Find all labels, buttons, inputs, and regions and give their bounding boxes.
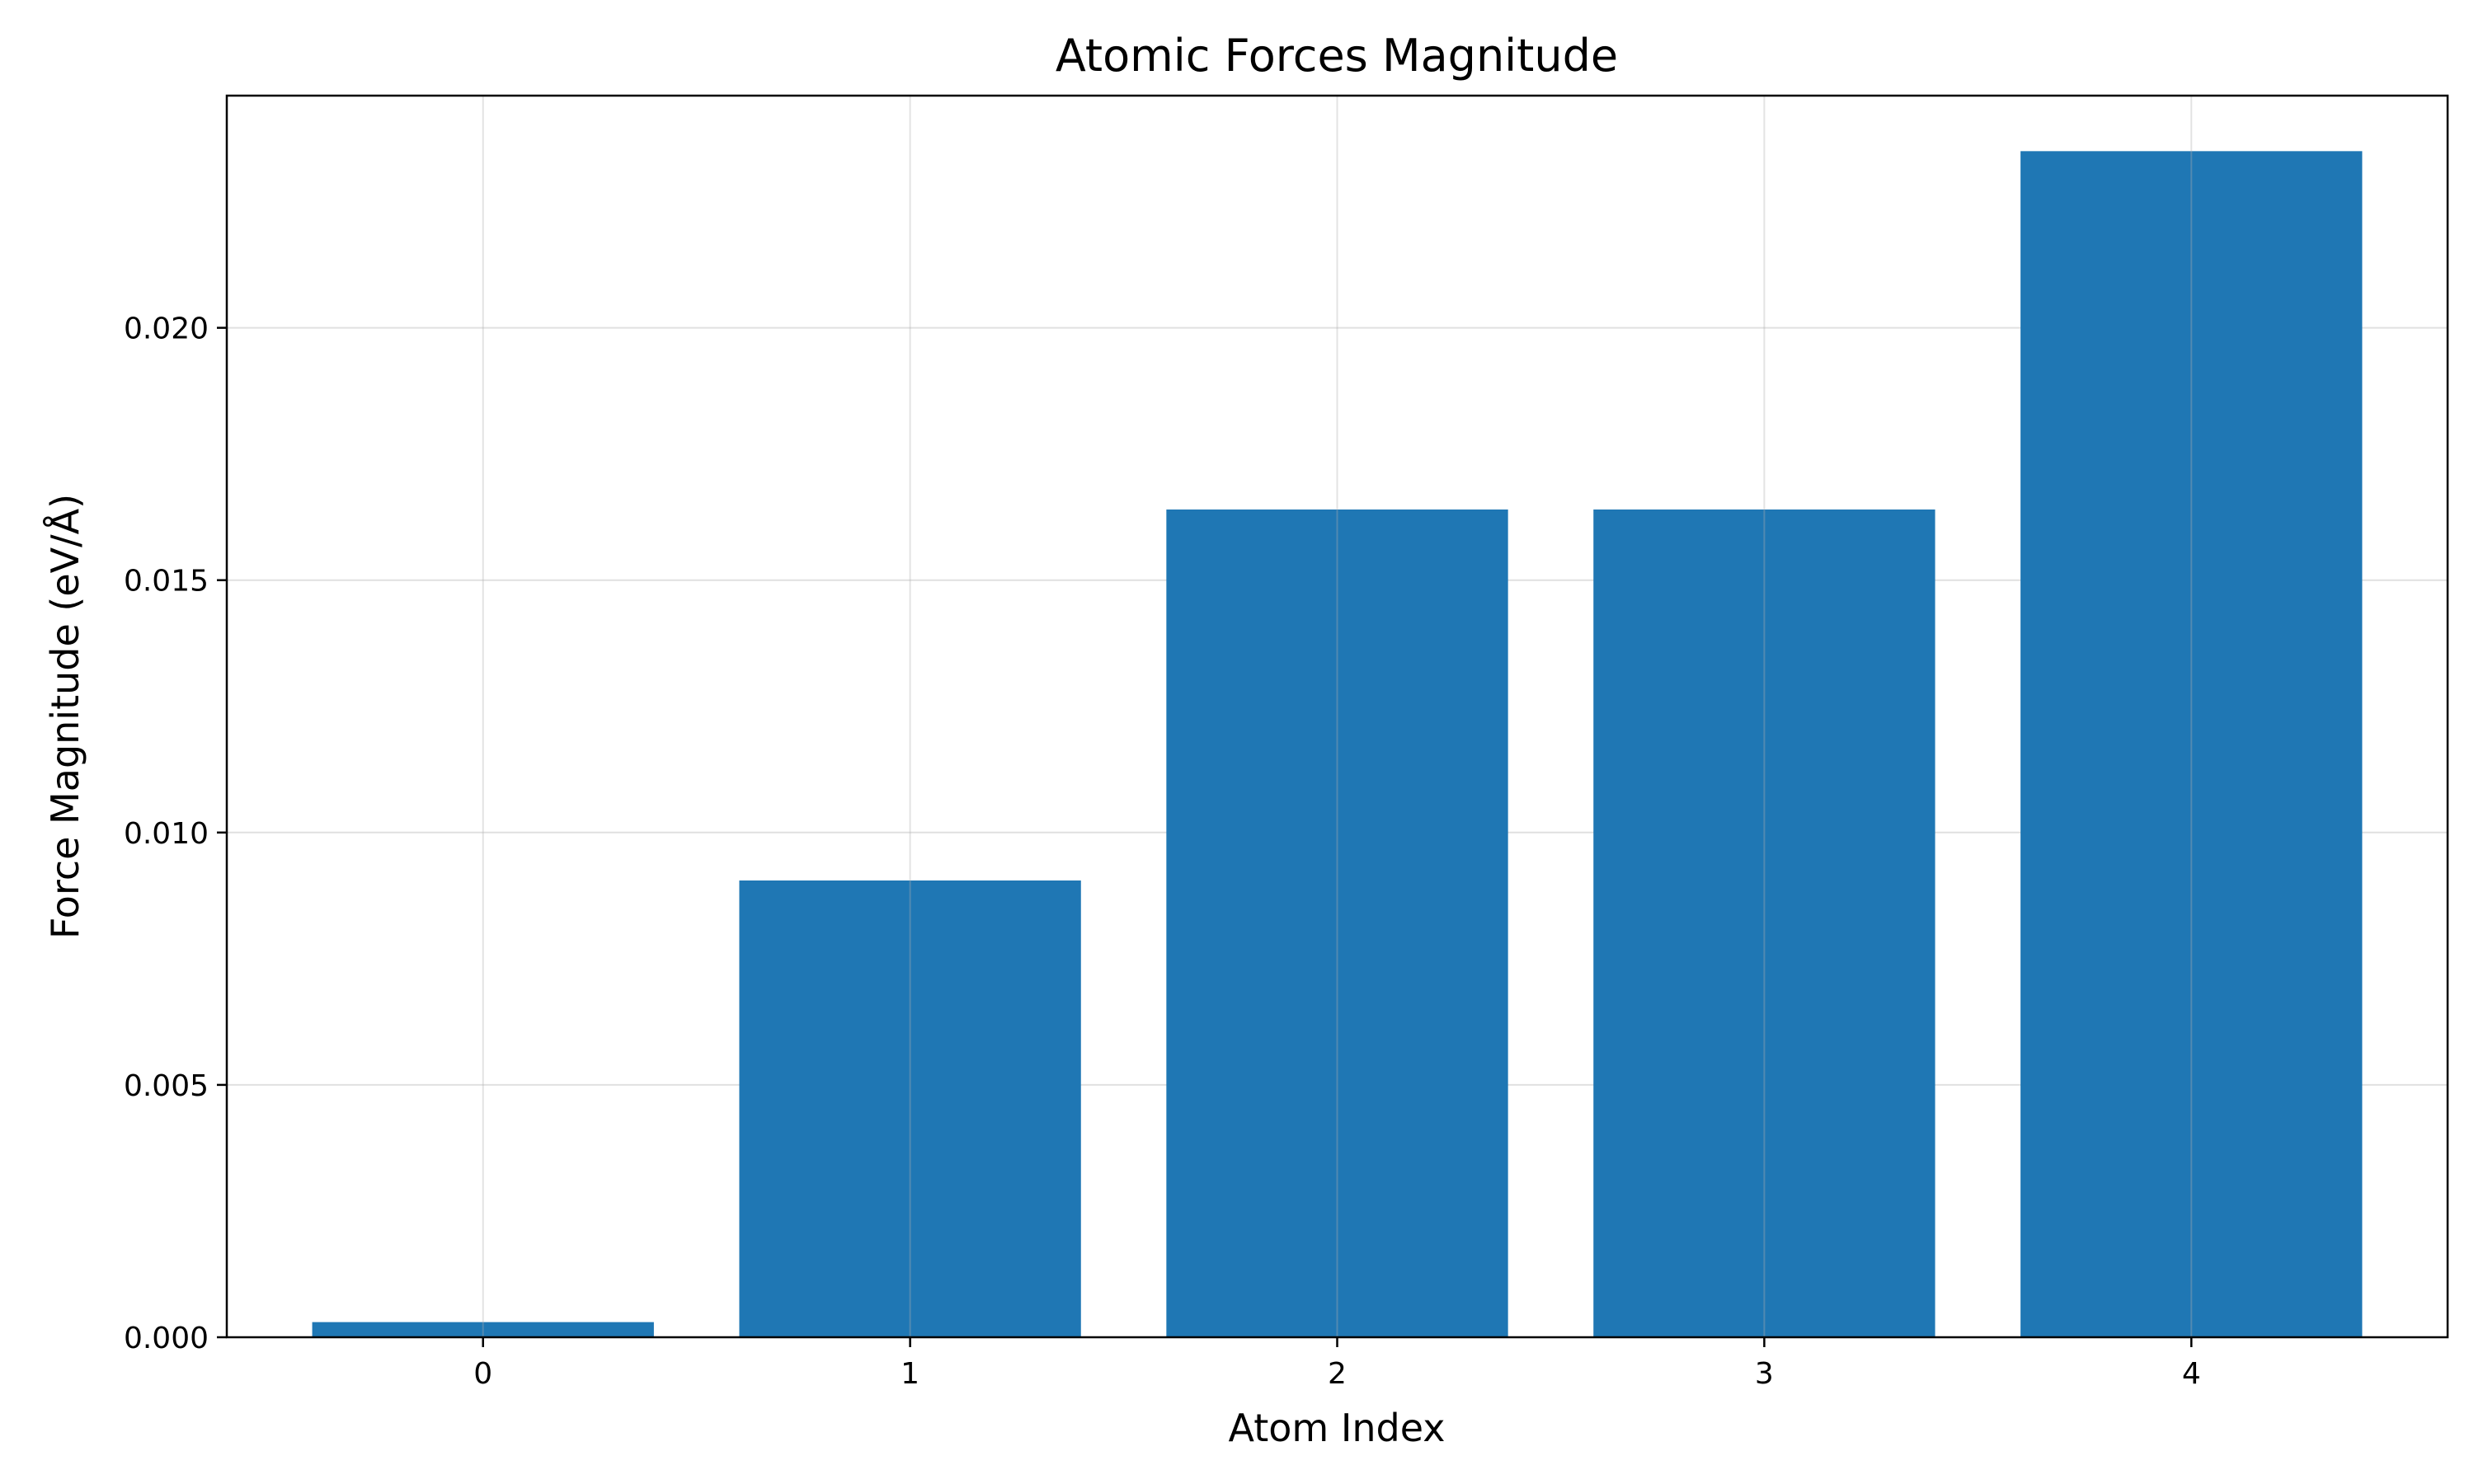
y-tick-label: 0.015 [124, 565, 209, 599]
x-tick-label: 1 [901, 1357, 920, 1391]
y-tick-label: 0.005 [124, 1069, 209, 1103]
x-tick-label: 0 [473, 1357, 492, 1391]
y-axis-ticks: 0.000 0.005 0.010 0.015 0.020 [124, 312, 227, 1355]
bar-0 [312, 1322, 654, 1337]
bar-1 [739, 880, 1081, 1337]
y-tick-label: 0.020 [124, 312, 209, 346]
chart-title: Atomic Forces Magnitude [1056, 30, 1618, 82]
bar-2 [1166, 510, 1508, 1337]
bar-4 [2020, 151, 2363, 1338]
y-axis-label: Force Magnitude (eV/Å) [43, 494, 87, 939]
bars [312, 151, 2363, 1338]
y-tick-label: 0.010 [124, 817, 209, 851]
x-tick-label: 4 [2182, 1357, 2201, 1391]
x-tick-label: 2 [1328, 1357, 1347, 1391]
x-axis-ticks: 0 1 2 3 4 [473, 1337, 2201, 1391]
x-axis-label: Atom Index [1229, 1406, 1446, 1450]
bar-3 [1593, 510, 1935, 1337]
y-tick-label: 0.000 [124, 1322, 209, 1355]
x-tick-label: 3 [1755, 1357, 1774, 1391]
x-grid-lines [482, 96, 2193, 1337]
